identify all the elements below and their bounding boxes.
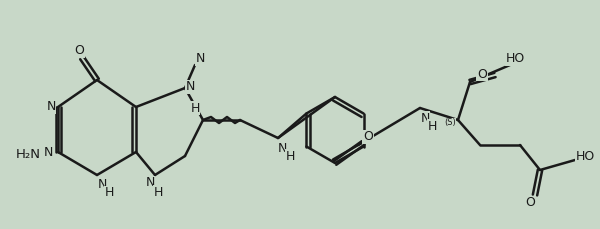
Text: HO: HO [575,150,595,163]
Text: HO: HO [505,52,524,65]
Text: O: O [477,68,487,81]
Text: N: N [145,177,155,190]
Text: N: N [43,145,53,158]
Text: O: O [74,44,84,57]
Text: H: H [427,120,437,133]
Text: H₂N: H₂N [16,147,41,161]
Text: N: N [277,142,287,155]
Text: N: N [46,101,56,114]
Text: H: H [154,185,163,199]
Text: N: N [185,81,194,93]
Text: N: N [421,112,430,125]
Text: N: N [97,178,107,191]
Text: O: O [363,131,373,144]
Text: N: N [196,52,205,65]
Text: O: O [525,196,535,210]
Text: H: H [190,101,200,114]
Text: (S): (S) [444,118,456,128]
Text: H: H [104,186,113,199]
Text: H: H [286,150,295,163]
